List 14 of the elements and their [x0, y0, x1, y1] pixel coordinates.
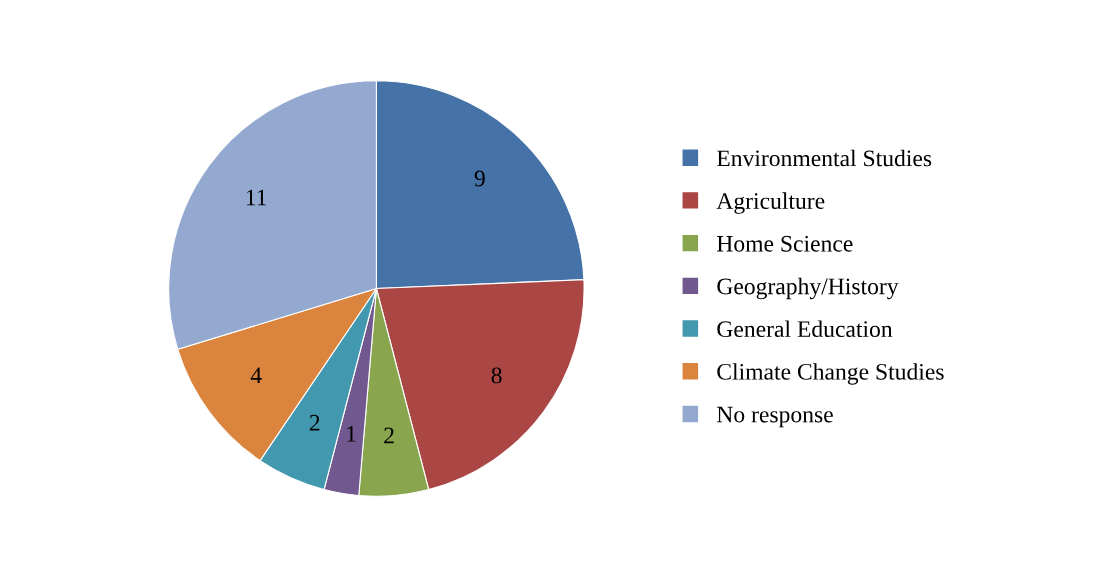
- data-label: 4: [250, 367, 262, 384]
- legend-label: Environmental Studies: [716, 149, 932, 167]
- legend-label: Agriculture: [716, 192, 825, 214]
- legend-label: Home Science: [716, 235, 853, 252]
- data-label: 11: [246, 189, 267, 206]
- legend-label: Climate Change Studies: [717, 363, 944, 385]
- legend-label: Geography/History: [717, 277, 899, 300]
- legend-label: No response: [716, 406, 833, 428]
- data-label: 2: [309, 414, 320, 431]
- data-label: 8: [491, 367, 502, 384]
- data-label: 1: [347, 426, 356, 442]
- data-label: 9: [474, 170, 485, 187]
- data-label: 2: [384, 427, 394, 444]
- legend-label: General Education: [717, 320, 893, 338]
